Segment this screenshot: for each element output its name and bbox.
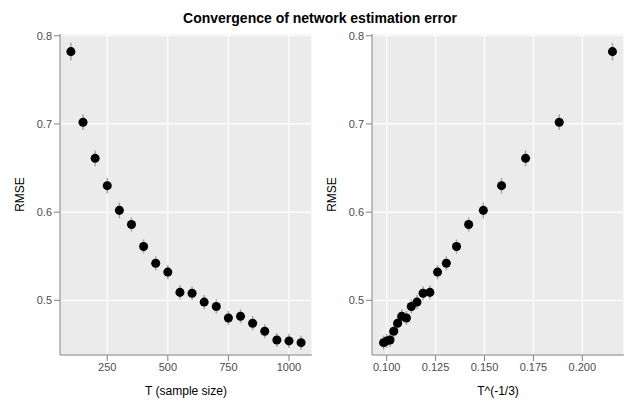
- svg-text:0.5: 0.5: [349, 294, 364, 306]
- svg-text:0.8: 0.8: [37, 30, 52, 42]
- svg-text:500: 500: [159, 361, 177, 373]
- svg-text:0.175: 0.175: [520, 361, 548, 373]
- svg-text:T^(-1/3): T^(-1/3): [477, 384, 519, 398]
- svg-text:0.6: 0.6: [37, 206, 52, 218]
- svg-text:0.8: 0.8: [349, 30, 364, 42]
- svg-text:0.6: 0.6: [349, 206, 364, 218]
- svg-text:RMSE: RMSE: [13, 177, 27, 212]
- svg-text:0.150: 0.150: [471, 361, 499, 373]
- svg-text:T (sample size): T (sample size): [145, 384, 227, 398]
- svg-text:0.100: 0.100: [373, 361, 401, 373]
- svg-text:1000: 1000: [277, 361, 301, 373]
- svg-text:250: 250: [98, 361, 116, 373]
- svg-text:0.200: 0.200: [569, 361, 597, 373]
- html-text:Convergence of network estimat: Convergence of network estimation error: [183, 10, 457, 26]
- svg-text:RMSE: RMSE: [325, 177, 339, 212]
- svg-text:0.7: 0.7: [349, 118, 364, 130]
- svg-text:0.7: 0.7: [37, 118, 52, 130]
- svg-text:0.5: 0.5: [37, 294, 52, 306]
- svg-text:0.125: 0.125: [422, 361, 450, 373]
- svg-text:750: 750: [219, 361, 237, 373]
